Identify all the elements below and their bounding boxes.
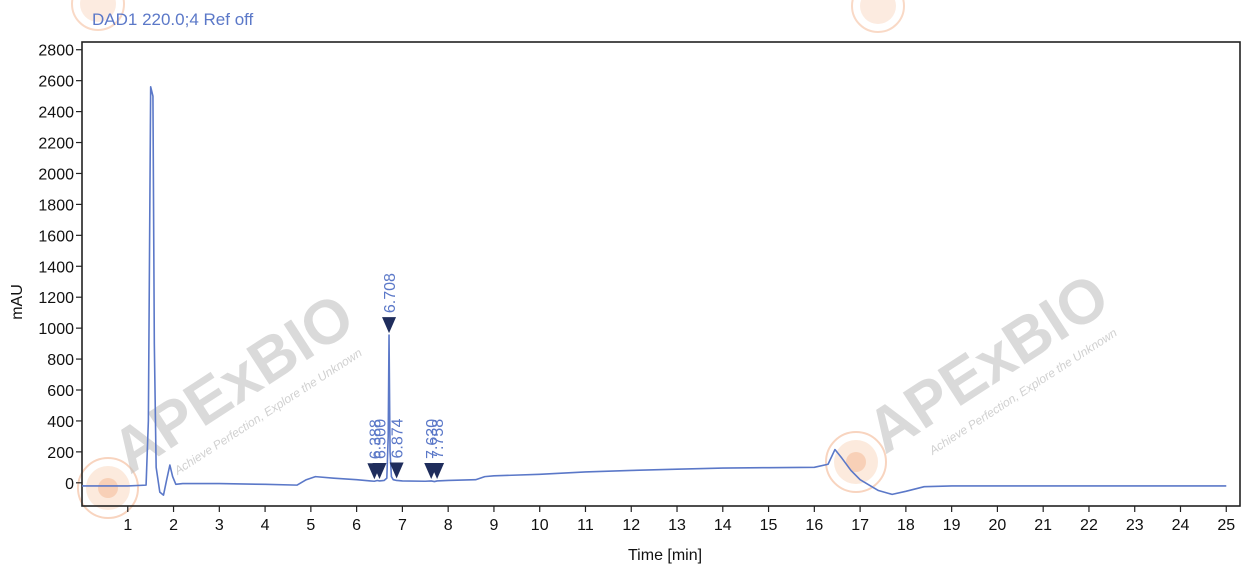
x-axis-title: Time [min] [628, 547, 702, 564]
y-tick-label: 2600 [38, 74, 74, 91]
x-tick-label: 8 [444, 517, 453, 534]
y-tick-label: 1600 [38, 228, 74, 245]
y-axis: 0 200 400 600 800 1000 1200 1400 1600 1800 2000 220… [38, 43, 82, 493]
y-tick-label: 1400 [38, 259, 74, 276]
watermark-brand: APExBIO [100, 281, 366, 487]
watermark-logo-icon [71, 0, 125, 31]
peak-marker [382, 317, 397, 334]
peak-label: 6.874 [390, 418, 407, 458]
x-tick-label: 14 [714, 517, 732, 534]
watermark-layer: APExBIO Achieve Perfection, Explore the … [71, 0, 1121, 519]
y-tick-label: 200 [47, 445, 74, 462]
x-tick-label: 21 [1034, 517, 1052, 534]
x-tick-label: 5 [306, 517, 315, 534]
peak-marker [430, 462, 445, 479]
x-tick-label: 3 [215, 517, 224, 534]
x-tick-label: 2 [169, 517, 178, 534]
peak-marker [389, 462, 404, 479]
x-tick-label: 15 [760, 517, 778, 534]
x-tick-label: 11 [577, 517, 594, 534]
y-tick-label: 2000 [38, 166, 74, 183]
y-tick-label: 2800 [38, 43, 74, 60]
y-tick-label: 600 [47, 383, 74, 400]
x-tick-label: 6 [352, 517, 361, 534]
peak-label: 7.758 [430, 419, 447, 459]
x-tick-label: 12 [622, 517, 640, 534]
x-tick-label: 25 [1217, 517, 1235, 534]
chromatogram-trace [82, 86, 1227, 496]
peak-label: 6.708 [382, 273, 399, 313]
peak-marker [372, 462, 387, 479]
x-tick-label: 16 [805, 517, 823, 534]
watermark-logo-icon [825, 431, 887, 493]
y-tick-label: 400 [47, 414, 74, 431]
x-tick-label: 9 [489, 517, 498, 534]
x-axis: 1 2 3 4 5 6 7 8 9 10 11 12 13 14 15 16 17 18 19 20 21 22 23 24 2… [123, 506, 1235, 534]
y-tick-label: 2200 [38, 136, 74, 153]
y-tick-label: 1800 [38, 197, 74, 214]
x-tick-label: 4 [261, 517, 270, 534]
x-tick-label: 17 [851, 517, 869, 534]
signal-label: DAD1 220.0;4 Ref off [92, 10, 254, 29]
peak-label: 7.630 [424, 419, 441, 459]
x-tick-label: 23 [1126, 517, 1144, 534]
y-tick-label: 1000 [38, 321, 74, 338]
y-tick-label: 1200 [38, 290, 74, 307]
x-tick-label: 13 [668, 517, 686, 534]
x-tick-label: 20 [989, 517, 1007, 534]
y-axis-title: mAU [9, 284, 26, 320]
x-tick-label: 7 [398, 517, 407, 534]
y-tick-label: 800 [47, 352, 74, 369]
peak-label: 6.388 [367, 419, 384, 459]
watermark-brand: APExBIO [855, 261, 1121, 467]
trace-layer [82, 86, 1227, 496]
x-tick-label: 24 [1172, 517, 1190, 534]
x-tick-label: 1 [123, 517, 132, 534]
plot-frame [81, 41, 1241, 507]
peak-label: 6.500 [373, 419, 390, 459]
x-tick-label: 10 [531, 517, 549, 534]
watermark-logo-icon [77, 457, 139, 519]
watermark-logo-icon [851, 0, 905, 33]
x-tick-label: 18 [897, 517, 915, 534]
x-tick-label: 19 [943, 517, 961, 534]
y-tick-label: 0 [65, 476, 74, 493]
y-tick-label: 2400 [38, 105, 74, 122]
x-tick-label: 22 [1080, 517, 1098, 534]
